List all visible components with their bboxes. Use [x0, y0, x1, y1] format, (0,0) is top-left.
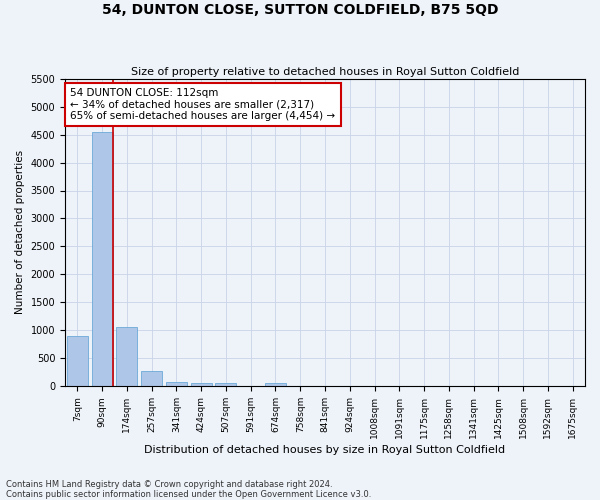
Bar — [92, 132, 113, 386]
Bar — [166, 382, 187, 386]
Bar — [67, 336, 88, 386]
Text: 54 DUNTON CLOSE: 112sqm
← 34% of detached houses are smaller (2,317)
65% of semi: 54 DUNTON CLOSE: 112sqm ← 34% of detache… — [70, 88, 335, 121]
Bar — [191, 383, 212, 386]
Title: Size of property relative to detached houses in Royal Sutton Coldfield: Size of property relative to detached ho… — [131, 66, 519, 76]
Bar — [265, 383, 286, 386]
Text: Contains HM Land Registry data © Crown copyright and database right 2024.
Contai: Contains HM Land Registry data © Crown c… — [6, 480, 371, 499]
Bar — [116, 328, 137, 386]
Y-axis label: Number of detached properties: Number of detached properties — [15, 150, 25, 314]
X-axis label: Distribution of detached houses by size in Royal Sutton Coldfield: Distribution of detached houses by size … — [145, 445, 506, 455]
Bar — [215, 384, 236, 386]
Text: 54, DUNTON CLOSE, SUTTON COLDFIELD, B75 5QD: 54, DUNTON CLOSE, SUTTON COLDFIELD, B75 … — [102, 2, 498, 16]
Bar — [141, 371, 162, 386]
